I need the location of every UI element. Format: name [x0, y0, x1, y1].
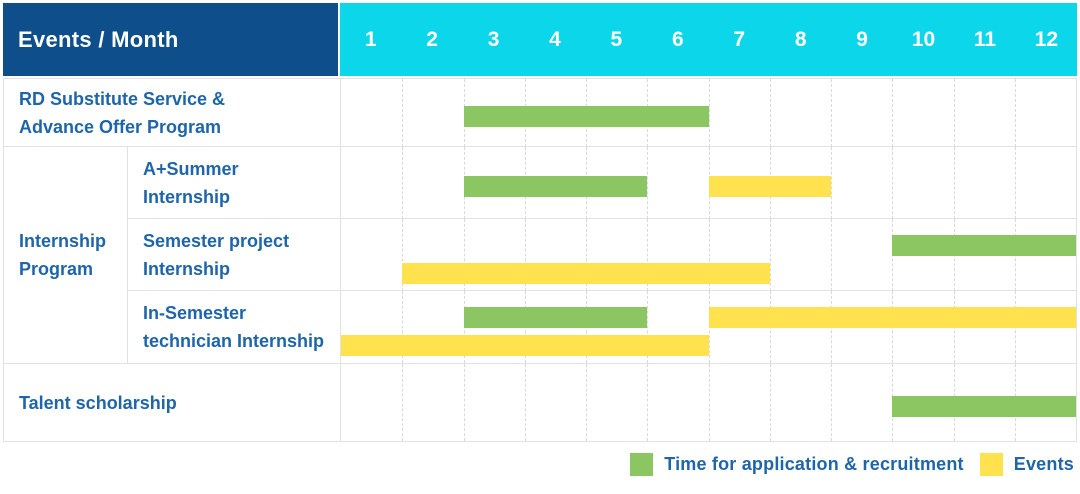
label-line: Talent scholarship [19, 392, 177, 413]
month-gridline [831, 79, 832, 147]
bar-yellow-m7-m8 [708, 176, 831, 197]
month-gridline [1014, 147, 1016, 219]
chart-row-a-summer-internship [341, 147, 1076, 219]
row-label-a-summer-internship: A+Summer Internship [128, 147, 341, 218]
month-gridline [402, 219, 404, 291]
month-gridline [769, 79, 771, 147]
month-gridline [831, 364, 832, 441]
label-line: In-Semester [143, 303, 247, 323]
month-header-9: 9 [856, 27, 868, 51]
bar-green-m3-m6 [463, 106, 709, 127]
group-rows: A+Summer Internship Semester project Intern… [128, 147, 1076, 363]
month-gridline [708, 364, 710, 441]
events-month-header: Events / Month [3, 3, 340, 76]
table-row-in-semester-technician-internship: In-Semester technician Internship [128, 291, 1076, 363]
bar-green-m10-m12 [892, 395, 1076, 417]
month-gridline [647, 364, 649, 441]
month-gridline [402, 364, 404, 441]
label-line: Internship [143, 258, 231, 279]
month-gridline [708, 79, 710, 147]
label-line: Advance Offer Program [19, 116, 222, 137]
label-line: RD Substitute Service & [19, 88, 226, 109]
month-header-7: 7 [733, 27, 746, 51]
legend: Time for application & recruitment Events [630, 453, 1074, 476]
month-gridline [524, 219, 526, 291]
bar-green-m10-m12 [892, 235, 1076, 256]
row-label-rd-substitute-service-advance-offer-program: RD Substitute Service & Advance Offer Pro… [4, 79, 341, 146]
bar-yellow-m2-m7 [402, 263, 770, 284]
month-gridline [647, 219, 649, 291]
month-gridline [647, 147, 649, 219]
group-internship-program: Internship Program A+Summer Internship Semes… [4, 147, 1076, 364]
chart-row-in-semester-technician-internship [341, 291, 1076, 363]
row-label-talent-scholarship: Talent scholarship [4, 364, 341, 441]
chart-row-rd-substitute-service-advance-offer-program [341, 79, 1076, 147]
month-gridline [647, 291, 649, 363]
table-row-semester-project-internship: Semester project Internship [128, 219, 1076, 291]
row-label-semester-project-internship: Semester project Internship [128, 219, 341, 290]
label-line: A+Summer [143, 158, 239, 179]
month-header-6: 6 [671, 27, 684, 51]
label-line: Semester project [143, 230, 290, 251]
month-gridline [831, 147, 832, 219]
legend-label: Time for application & recruitment [664, 454, 964, 474]
chart-row-talent-scholarship [341, 364, 1076, 441]
month-gridline [463, 364, 465, 441]
month-header-12: 12 [1034, 27, 1059, 51]
label-line: Internship [19, 231, 107, 251]
month-gridline [892, 79, 894, 147]
month-gridline [769, 219, 771, 291]
month-gridline [953, 147, 955, 219]
bar-green-m3-m5 [463, 307, 648, 328]
legend-item-green: Time for application & recruitment [630, 453, 964, 476]
label-line: technician Internship [143, 331, 325, 351]
bar-yellow-m1-m6 [341, 335, 709, 356]
gantt-body: RD Substitute Service & Advance Offer Pro… [3, 78, 1077, 442]
month-header-4: 4 [549, 27, 561, 51]
group-label-internship-program: Internship Program [4, 147, 128, 363]
row-label-in-semester-technician-internship: In-Semester technician Internship [128, 291, 341, 363]
table-row-a-summer-internship: A+Summer Internship [128, 147, 1076, 219]
table-row-rd-substitute-service-advance-offer-program: RD Substitute Service & Advance Offer Pro… [4, 79, 1076, 147]
month-header-8: 8 [794, 27, 807, 51]
bar-yellow-m7-m12 [708, 307, 1076, 328]
table-header-row: Events / Month 1 2 3 4 5 6 7 8 9 10 11 12 [3, 3, 1077, 76]
month-gridline [463, 219, 465, 291]
month-gridline [402, 291, 404, 363]
label-line: Internship [143, 186, 231, 207]
month-gridline [953, 79, 955, 147]
month-header-1: 1 [364, 27, 377, 51]
label-line: Program [19, 259, 94, 279]
month-gridline [402, 147, 404, 219]
month-header-3: 3 [487, 27, 500, 51]
month-header-2: 2 [426, 27, 438, 51]
legend-item-yellow: Events [979, 453, 1074, 476]
legend-swatch-green [630, 453, 654, 476]
chart-row-semester-project-internship [341, 219, 1076, 291]
month-gridline [524, 364, 526, 441]
month-header-band: 1 2 3 4 5 6 7 8 9 10 11 12 [340, 3, 1077, 76]
month-header-10: 10 [911, 27, 936, 51]
month-gridline [402, 79, 404, 147]
bar-green-m3-m5 [463, 176, 648, 197]
legend-swatch-yellow [979, 453, 1003, 476]
month-header-5: 5 [610, 27, 623, 51]
month-gridline [892, 147, 894, 219]
month-gridline [586, 364, 587, 441]
month-gridline [769, 364, 771, 441]
table-row-talent-scholarship: Talent scholarship [4, 364, 1076, 441]
month-gridline [831, 219, 832, 291]
month-gridline [1014, 79, 1016, 147]
month-gridline [708, 219, 710, 291]
legend-label: Events [1013, 454, 1074, 474]
month-header-11: 11 [973, 27, 997, 51]
month-gridline [586, 219, 587, 291]
